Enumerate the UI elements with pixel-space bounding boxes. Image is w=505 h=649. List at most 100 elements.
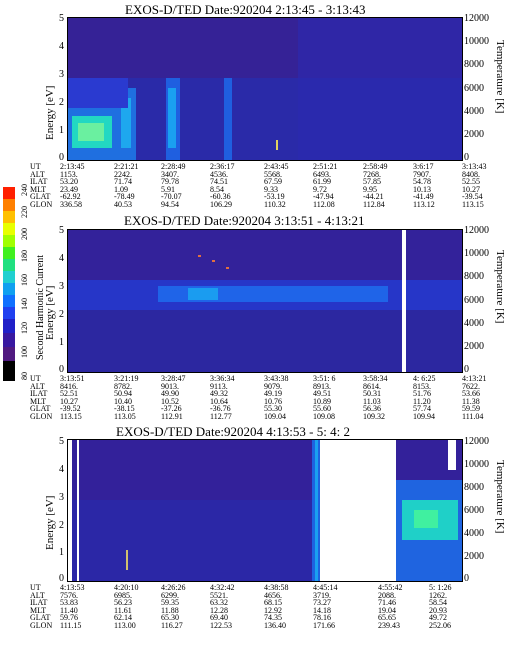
table-cell: 7622. (462, 381, 480, 391)
table-cell: 23.49 (60, 184, 78, 194)
table-cell: 8782. (114, 381, 132, 391)
panel-title: EXOS-D/TED Date:920204 3:13:51 - 4:13:21 (124, 213, 365, 228)
table-row-label: ILAT (30, 177, 48, 187)
table-cell: 3:58:34 (363, 374, 388, 383)
table-cell: 12.28 (210, 605, 228, 615)
table-cell: 109.32 (363, 412, 385, 421)
table-cell: 11.88 (161, 605, 179, 615)
table-cell: 56.23 (114, 598, 132, 608)
table-cell: 4536. (210, 169, 228, 179)
table-cell: 4:45:14 (313, 583, 338, 592)
table-cell: -41.49 (413, 192, 434, 202)
table-cell: 1153. (60, 169, 78, 179)
table-cell: 116.27 (161, 621, 183, 630)
table-cell: 9.72 (313, 184, 327, 194)
table-cell: 59.76 (60, 613, 78, 623)
table-cell: 5.91 (161, 184, 175, 194)
table-cell: 2:51:21 (313, 162, 338, 171)
y2-tick: 2000 (464, 551, 484, 562)
table-cell: 4:32:42 (210, 583, 235, 592)
y-tick: 2 (59, 520, 64, 531)
table-cell: 4:13:53 (60, 583, 85, 592)
table-cell: 110.32 (264, 200, 286, 209)
spectrogram-3 (67, 439, 463, 582)
table-cell: 11.38 (462, 396, 480, 406)
y-axis-label: Energy [eV] (44, 285, 56, 340)
table-cell: 106.29 (210, 200, 232, 209)
table-cell: 1262. (429, 590, 447, 600)
table-cell: 10.76 (264, 396, 282, 406)
y-tick: 1 (59, 337, 64, 348)
table-cell: -62.92 (60, 192, 81, 202)
table-row-label: ALT (30, 169, 45, 179)
table-cell: 10.89 (313, 396, 331, 406)
table-cell: 8408. (462, 169, 480, 179)
table-cell: 8.54 (210, 184, 224, 194)
y2-tick: 6000 (464, 83, 484, 94)
table-cell: -53.19 (264, 192, 285, 202)
colorbar-tick: 240 (20, 184, 29, 196)
y2-tick: 0 (464, 573, 469, 584)
table-cell: 3:51: 6 (313, 374, 336, 383)
table-cell: 53.66 (462, 389, 480, 399)
table-row-label: GLON (30, 412, 53, 421)
table-cell: 113.05 (114, 412, 136, 421)
y2-tick: 12000 (464, 13, 489, 24)
table-cell: 49.32 (210, 389, 228, 399)
table-cell: 8614. (363, 381, 381, 391)
table-cell: 63.32 (210, 598, 228, 608)
table-cell: 3:13:43 (462, 162, 487, 171)
table-cell: -78.49 (114, 192, 135, 202)
table-cell: 7576. (60, 590, 78, 600)
table-cell: 94.54 (161, 200, 179, 209)
table-cell: 8913. (313, 381, 331, 391)
table-cell: 49.51 (313, 389, 331, 399)
table-cell: 3:28:47 (161, 374, 186, 383)
table-cell: 3:43:38 (264, 374, 289, 383)
table-cell: 54.78 (413, 177, 431, 187)
table-cell: 61.99 (313, 177, 331, 187)
table-cell: 40.53 (114, 200, 132, 209)
table-cell: -39.54 (462, 192, 483, 202)
table-cell: 112.84 (363, 200, 385, 209)
table-cell: 5568. (264, 169, 282, 179)
table-cell: 136.40 (264, 621, 286, 630)
table-cell: 59.35 (161, 598, 179, 608)
y2-tick: 4000 (464, 528, 484, 539)
table-cell: 2:28:49 (161, 162, 186, 171)
table-row-label: MLT (30, 184, 47, 194)
table-cell: 171.66 (313, 621, 335, 630)
table-cell: 11.61 (114, 605, 132, 615)
table-cell: 4:38:58 (264, 583, 289, 592)
y-tick: 1 (59, 125, 64, 136)
table-cell: -39.52 (60, 404, 81, 414)
table-row-label: ILAT (30, 598, 48, 608)
table-cell: 53.20 (60, 177, 78, 187)
table-cell: 55.60 (313, 404, 331, 414)
table-cell: 74.35 (264, 613, 282, 623)
table-cell: 14.18 (313, 605, 331, 615)
table-cell: 112.08 (313, 200, 335, 209)
table-cell: 6985. (114, 590, 132, 600)
table-cell: 10.27 (60, 396, 78, 406)
y-tick: 5 (59, 225, 64, 236)
panel-title: EXOS-D/TED Date:920204 2:13:45 - 3:13:43 (125, 2, 366, 17)
table-cell: 8153. (413, 381, 431, 391)
table-cell: 2:43:45 (264, 162, 289, 171)
table-cell: 9079. (264, 381, 282, 391)
table-cell: 10.52 (161, 396, 179, 406)
table-cell: 58.54 (429, 598, 447, 608)
y2-tick: 2000 (464, 129, 484, 140)
table-cell: 10.64 (210, 396, 228, 406)
table-cell: 65.30 (161, 613, 179, 623)
table-row-label: UT (30, 374, 41, 383)
table-cell: 68.15 (264, 598, 282, 608)
table-cell: 6493. (313, 169, 331, 179)
colorbar-tick: 180 (20, 250, 29, 262)
colorbar-tick: 200 (20, 228, 29, 240)
table-cell: 4:26:26 (161, 583, 186, 592)
y2-tick: 2000 (464, 341, 484, 352)
y2-tick: 0 (464, 152, 469, 163)
table-cell: 3:21:19 (114, 374, 139, 383)
table-cell: 111.15 (60, 621, 82, 630)
